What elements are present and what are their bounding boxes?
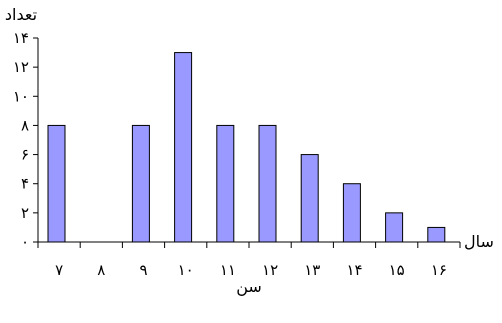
x-tick-label: ۱۰ <box>178 261 194 279</box>
bar-9 <box>385 212 404 243</box>
y-tick-label: ۴ <box>21 175 29 193</box>
bar-10 <box>427 226 446 243</box>
y-tick-label: ۱۰ <box>13 87 29 105</box>
y-tick-label: ۱۴ <box>13 29 29 47</box>
x-tick-label: ۱۲ <box>262 261 278 279</box>
bar-5 <box>216 124 235 243</box>
y-tick-label: ۸ <box>21 116 29 134</box>
x-axis-title: سن <box>236 277 262 297</box>
bar-4 <box>174 52 193 243</box>
bar-8 <box>342 183 361 243</box>
bar-1 <box>47 124 66 243</box>
x-tick-label: ۱۴ <box>346 261 362 279</box>
y-axis-title: تعداد <box>5 5 37 24</box>
bar-6 <box>258 124 277 243</box>
x-tick-label: ۹ <box>139 261 147 279</box>
bars-group <box>47 52 446 243</box>
x-tick-label: ۱۱ <box>220 261 236 279</box>
bar-3 <box>131 124 150 243</box>
y-tick-label: ۱۲ <box>13 58 29 76</box>
y-axis-ticks: ۰ ۲ ۴ ۶ ۸ ۱۰ ۱۲ ۱۴ <box>13 29 38 251</box>
y-tick-label: ۶ <box>21 146 29 164</box>
y-tick-label: ۰ <box>21 233 29 251</box>
x-tick-label: ۷ <box>55 261 63 279</box>
x-axis-ticks: ۷ ۸ ۹ ۱۰ ۱۱ ۱۲ ۱۳ ۱۴ ۱۵ ۱۶ <box>37 242 461 279</box>
bar-7 <box>300 154 319 243</box>
y-tick-label: ۲ <box>21 204 29 222</box>
x-tick-label: ۱۵ <box>389 261 405 279</box>
x-axis-unit-label: سال <box>464 232 494 251</box>
x-tick-label: ۱۶ <box>431 261 447 279</box>
x-tick-label: ۸ <box>97 261 105 279</box>
x-tick-label: ۱۳ <box>304 261 320 279</box>
